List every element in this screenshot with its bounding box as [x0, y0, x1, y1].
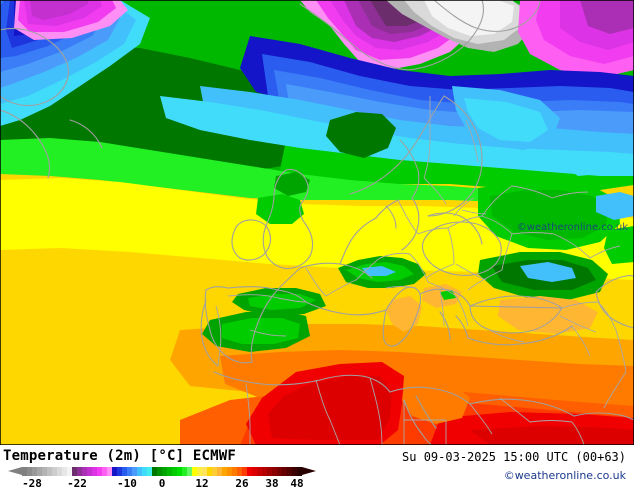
colorbar-swatch	[72, 467, 77, 476]
colorbar-min-arrow-icon	[8, 467, 22, 475]
colorbar-swatches	[22, 467, 302, 476]
colorbar-swatch	[277, 467, 282, 476]
color-bar	[0, 466, 320, 477]
colorbar-swatch	[67, 467, 72, 476]
colorbar-swatch	[147, 467, 152, 476]
colorbar-swatch	[202, 467, 207, 476]
colorbar-tick-labels: -28 -22 -10 0 12 26 38 48	[0, 477, 320, 490]
colorbar-swatch	[137, 467, 142, 476]
country-borders-layer	[215, 96, 627, 445]
colorbar-tick-neg28: -28	[22, 477, 42, 490]
colorbar-tick-0: 0	[158, 477, 166, 490]
colorbar-swatch	[42, 467, 47, 476]
colorbar-swatch	[187, 467, 192, 476]
colorbar-tick-48: 48	[290, 477, 304, 490]
temperature-map[interactable]: .cst { fill:none; stroke:#a0a0a0; stroke…	[0, 0, 634, 445]
colorbar-swatch	[287, 467, 292, 476]
temperature-field	[0, 0, 634, 445]
colorbar-swatch	[97, 467, 102, 476]
colorbar-swatch	[172, 467, 177, 476]
colorbar-swatch	[252, 467, 257, 476]
colorbar-swatch	[122, 467, 127, 476]
colorbar-swatch	[87, 467, 92, 476]
colorbar-swatch	[127, 467, 132, 476]
colorbar-swatch	[82, 467, 87, 476]
colorbar-tick-neg22: -22	[67, 477, 87, 490]
colorbar-swatch	[47, 467, 52, 476]
colorbar-tick-38: 38	[265, 477, 279, 490]
colorbar-swatch	[267, 467, 272, 476]
colorbar-swatch	[222, 467, 227, 476]
colorbar-tick-12: 12	[195, 477, 209, 490]
colorbar-swatch	[262, 467, 267, 476]
colorbar-swatch	[292, 467, 297, 476]
colorbar-swatch	[32, 467, 37, 476]
colorbar-swatch	[62, 467, 67, 476]
colorbar-swatch	[297, 467, 302, 476]
colorbar-swatch	[162, 467, 167, 476]
colorbar-swatch	[257, 467, 262, 476]
colorbar-swatch	[27, 467, 32, 476]
colorbar-swatch	[112, 467, 117, 476]
colorbar-swatch	[37, 467, 42, 476]
colorbar-swatch	[142, 467, 147, 476]
copyright-link[interactable]: ©weatheronline.co.uk	[503, 469, 626, 482]
colorbar-swatch	[212, 467, 217, 476]
colorbar-swatch	[272, 467, 277, 476]
colorbar-swatch	[157, 467, 162, 476]
colorbar-swatch	[102, 467, 107, 476]
coastlines-layer	[0, 0, 634, 445]
colorbar-swatch	[52, 467, 57, 476]
colorbar-swatch	[282, 467, 287, 476]
colorbar-max-arrow-icon	[302, 467, 316, 475]
colorbar-swatch	[232, 467, 237, 476]
colorbar-swatch	[92, 467, 97, 476]
colorbar-swatch	[167, 467, 172, 476]
colorbar-swatch	[57, 467, 62, 476]
map-canvas: .cst { fill:none; stroke:#a0a0a0; stroke…	[0, 0, 634, 445]
colorbar-swatch	[242, 467, 247, 476]
colorbar-swatch	[237, 467, 242, 476]
colorbar-swatch	[117, 467, 122, 476]
colorbar-swatch	[192, 467, 197, 476]
valid-time-stamp: Su 09-03-2025 15:00 UTC (00+63)	[402, 450, 626, 464]
colorbar-swatch	[107, 467, 112, 476]
colorbar-swatch	[22, 467, 27, 476]
colorbar-tick-26: 26	[235, 477, 249, 490]
colorbar-swatch	[152, 467, 157, 476]
colorbar-swatch	[77, 467, 82, 476]
colorbar-swatch	[182, 467, 187, 476]
colorbar-swatch	[247, 467, 252, 476]
colorbar-swatch	[197, 467, 202, 476]
colorbar-swatch	[177, 467, 182, 476]
colorbar-swatch	[207, 467, 212, 476]
map-footer: Temperature (2m) [°C] ECMWF Su 09-03-202…	[0, 445, 634, 490]
page-title: Temperature (2m) [°C] ECMWF	[3, 448, 236, 464]
temperature-color-scale[interactable]: -28 -22 -10 0 12 26 38 48	[0, 466, 320, 490]
colorbar-tick-neg10: -10	[117, 477, 137, 490]
colorbar-swatch	[217, 467, 222, 476]
colorbar-swatch	[132, 467, 137, 476]
colorbar-swatch	[227, 467, 232, 476]
